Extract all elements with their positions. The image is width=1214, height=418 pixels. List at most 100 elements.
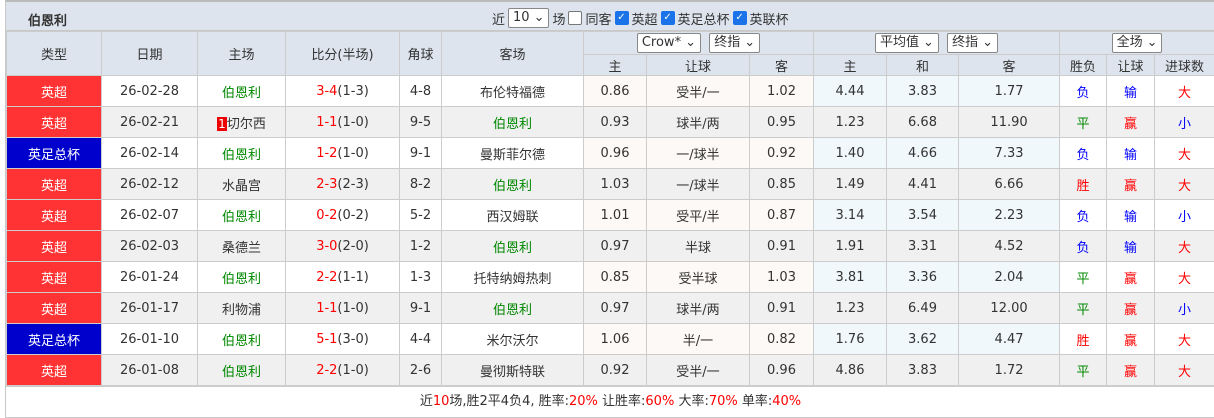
leaguecup-checkbox[interactable]: ✓: [733, 11, 747, 25]
ou-result: 大: [1155, 76, 1214, 107]
eu-away-odds: 1.72: [959, 355, 1060, 386]
ah-away-odds: 0.91: [750, 231, 814, 262]
away-team[interactable]: 米尔沃尔: [442, 324, 584, 355]
odds-type-select[interactable]: 终指⌄: [709, 33, 760, 53]
eu-away-odds: 4.47: [959, 324, 1060, 355]
score[interactable]: 2-2(1-1): [286, 262, 400, 293]
home-team[interactable]: 利物浦: [198, 293, 286, 324]
period-select[interactable]: 全场⌄: [1112, 33, 1163, 53]
league-type[interactable]: 英足总杯: [7, 138, 102, 169]
eu-home-odds: 1.49: [814, 169, 887, 200]
league-type[interactable]: 英超: [7, 200, 102, 231]
eu-away-odds: 2.23: [959, 200, 1060, 231]
ah-home-odds: 0.85: [584, 262, 647, 293]
league-type[interactable]: 英超: [7, 293, 102, 324]
away-team[interactable]: 西汉姆联: [442, 200, 584, 231]
home-team[interactable]: 伯恩利: [198, 200, 286, 231]
away-team[interactable]: 托特纳姆热刺: [442, 262, 584, 293]
league-type[interactable]: 英超: [7, 107, 102, 138]
score[interactable]: 1-1(1-0): [286, 107, 400, 138]
eu-draw-odds: 3.62: [887, 324, 959, 355]
ou-result: 大: [1155, 262, 1214, 293]
euro-type-select[interactable]: 终指⌄: [947, 33, 998, 53]
eu-draw-odds: 6.49: [887, 293, 959, 324]
match-date: 26-01-24: [102, 262, 198, 293]
away-team[interactable]: 曼彻斯特联: [442, 355, 584, 386]
half-time-score: (1-0): [337, 146, 368, 161]
home-team[interactable]: 1切尔西: [198, 107, 286, 138]
home-team-name: 伯恩利: [222, 272, 261, 287]
league-type[interactable]: 英超: [7, 169, 102, 200]
epl-label: 英超: [632, 9, 658, 28]
epl-checkbox[interactable]: ✓: [615, 11, 629, 25]
score[interactable]: 1-1(1-0): [286, 293, 400, 324]
same-venue-checkbox[interactable]: [568, 11, 582, 25]
ah-win-rate: 60%: [645, 394, 674, 409]
team-rank-badge: 1: [217, 117, 227, 131]
away-team[interactable]: 伯恩利: [442, 169, 584, 200]
ah-away-odds: 0.85: [750, 169, 814, 200]
score[interactable]: 3-4(1-3): [286, 76, 400, 107]
corners: 4-8: [400, 76, 442, 107]
recent-count-select[interactable]: 10⌄: [508, 8, 549, 28]
header-ah-home: 主: [584, 55, 647, 76]
league-type[interactable]: 英足总杯: [7, 324, 102, 355]
euro-type-value: 终指: [952, 34, 978, 52]
score[interactable]: 2-3(2-3): [286, 169, 400, 200]
ou-result: 大: [1155, 355, 1214, 386]
chevron-down-icon: ⌄: [534, 9, 545, 27]
corners: 9-1: [400, 138, 442, 169]
ah-line: 一/球半: [647, 169, 750, 200]
away-team[interactable]: 伯恩利: [442, 107, 584, 138]
result: 胜: [1060, 169, 1107, 200]
away-team[interactable]: 曼斯菲尔德: [442, 138, 584, 169]
home-team-name: 伯恩利: [222, 148, 261, 163]
half-time-score: (1-0): [337, 363, 368, 378]
home-team[interactable]: 伯恩利: [198, 355, 286, 386]
full-time-score: 2-2: [316, 363, 337, 378]
result: 胜: [1060, 324, 1107, 355]
away-team[interactable]: 布伦特福德: [442, 76, 584, 107]
ah-result: 赢: [1107, 107, 1155, 138]
league-type[interactable]: 英超: [7, 76, 102, 107]
facup-checkbox[interactable]: ✓: [661, 11, 675, 25]
score[interactable]: 3-0(2-0): [286, 231, 400, 262]
corners: 2-6: [400, 355, 442, 386]
header-eu-draw: 和: [887, 55, 959, 76]
ah-line: 受半球: [647, 262, 750, 293]
company-select[interactable]: Crow*⌄: [637, 33, 701, 53]
match-date: 26-02-21: [102, 107, 198, 138]
score[interactable]: 0-2(0-2): [286, 200, 400, 231]
home-team-name: 利物浦: [222, 303, 261, 318]
score[interactable]: 2-2(1-0): [286, 355, 400, 386]
result: 平: [1060, 293, 1107, 324]
home-team[interactable]: 伯恩利: [198, 76, 286, 107]
league-type[interactable]: 英超: [7, 355, 102, 386]
odds-type-value: 终指: [714, 34, 740, 52]
score[interactable]: 1-2(1-0): [286, 138, 400, 169]
home-team-name: 桑德兰: [222, 241, 261, 256]
home-team[interactable]: 伯恩利: [198, 262, 286, 293]
ah-line: 球半/两: [647, 293, 750, 324]
away-team[interactable]: 伯恩利: [442, 231, 584, 262]
home-team[interactable]: 水晶宫: [198, 169, 286, 200]
ah-home-odds: 1.03: [584, 169, 647, 200]
over-rate: 70%: [709, 394, 738, 409]
league-type[interactable]: 英超: [7, 262, 102, 293]
league-type[interactable]: 英超: [7, 231, 102, 262]
home-team-name: 伯恩利: [222, 210, 261, 225]
period-select-cell: 全场⌄: [1060, 32, 1214, 55]
header-away: 客场: [442, 32, 584, 76]
ah-result: 输: [1107, 200, 1155, 231]
away-team[interactable]: 伯恩利: [442, 293, 584, 324]
corners: 1-3: [400, 262, 442, 293]
result: 负: [1060, 138, 1107, 169]
eu-draw-odds: 4.41: [887, 169, 959, 200]
home-team[interactable]: 伯恩利: [198, 324, 286, 355]
home-team[interactable]: 伯恩利: [198, 138, 286, 169]
full-time-score: 2-3: [316, 177, 337, 192]
score[interactable]: 5-1(3-0): [286, 324, 400, 355]
euro-company-select[interactable]: 平均值⌄: [875, 33, 939, 53]
home-team[interactable]: 桑德兰: [198, 231, 286, 262]
